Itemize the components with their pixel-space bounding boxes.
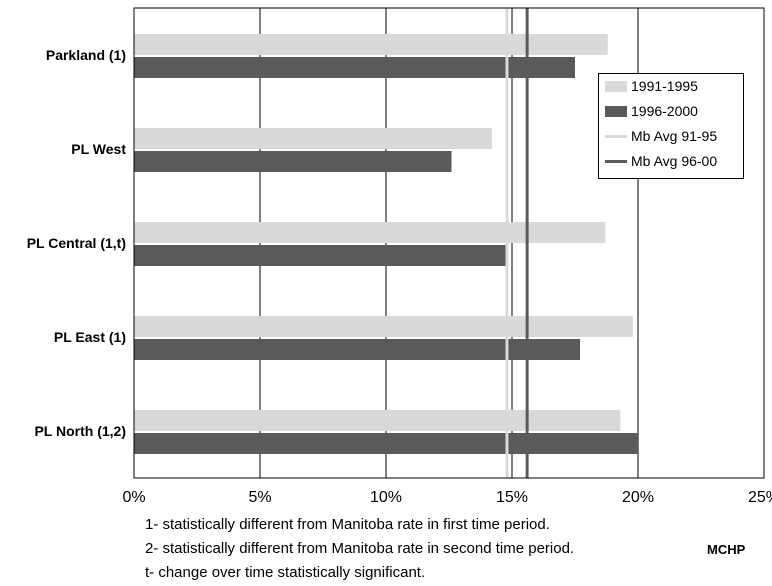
category-label: PL North (1,2) [34,423,126,439]
category-label: Parkland (1) [46,47,126,63]
category-label: PL Central (1,t) [27,235,126,251]
source-label: MCHP [707,542,746,557]
bar-group [134,34,638,454]
footnote-1: 1- statistically different from Manitoba… [145,516,550,533]
bar-1991-1995-0 [134,34,608,55]
legend-item-1996-2000: 1996-2000 [599,101,743,121]
plot-frame [133,7,765,479]
reference-lines [505,8,529,478]
bar-1991-1995-2 [134,222,606,243]
bar-1996-2000-2 [134,245,507,266]
x-tick-label: 10% [370,489,402,506]
legend: 1991-1995 1996-2000 Mb Avg 91-95 Mb Avg … [598,73,744,179]
legend-label-mb-avg-96-00: Mb Avg 96-00 [631,153,718,169]
x-tick-label: 5% [248,489,271,506]
category-label: PL East (1) [54,329,126,345]
legend-line-mb-avg-91-95 [605,135,627,138]
bar-1996-2000-4 [134,433,638,454]
category-label: PL West [71,141,126,157]
bar-1996-2000-3 [134,339,581,360]
legend-item-1991-1995: 1991-1995 [599,76,743,96]
footnote-t: t- change over time statistically signif… [145,564,426,581]
bar-1991-1995-1 [134,128,492,149]
x-tick-label: 0% [122,489,145,506]
plot-border [133,7,765,479]
bar-1991-1995-4 [134,410,621,431]
bar-1991-1995-3 [134,316,633,337]
legend-swatch-1996-2000 [605,106,627,117]
legend-line-mb-avg-96-00 [605,160,627,163]
x-tick-label: 20% [622,489,654,506]
legend-item-mb-avg-96-00: Mb Avg 96-00 [599,151,743,171]
legend-label-mb-avg-91-95: Mb Avg 91-95 [631,128,718,144]
legend-item-mb-avg-91-95: Mb Avg 91-95 [599,126,743,146]
bar-1996-2000-1 [134,151,452,172]
bar-1996-2000-0 [134,57,575,78]
legend-label-1996-2000: 1996-2000 [631,103,698,119]
category-labels: Parkland (1) PL West PL Central (1,t) PL Ea… [27,47,127,439]
legend-swatch-1991-1995 [605,81,627,92]
x-tick-labels: 0% 5% 10% 15% 20% 25% [122,489,772,506]
footnote-2: 2- statistically different from Manitoba… [145,540,575,557]
x-tick-label: 25% [748,489,772,506]
legend-label-1991-1995: 1991-1995 [631,78,698,94]
x-tick-label: 15% [496,489,528,506]
